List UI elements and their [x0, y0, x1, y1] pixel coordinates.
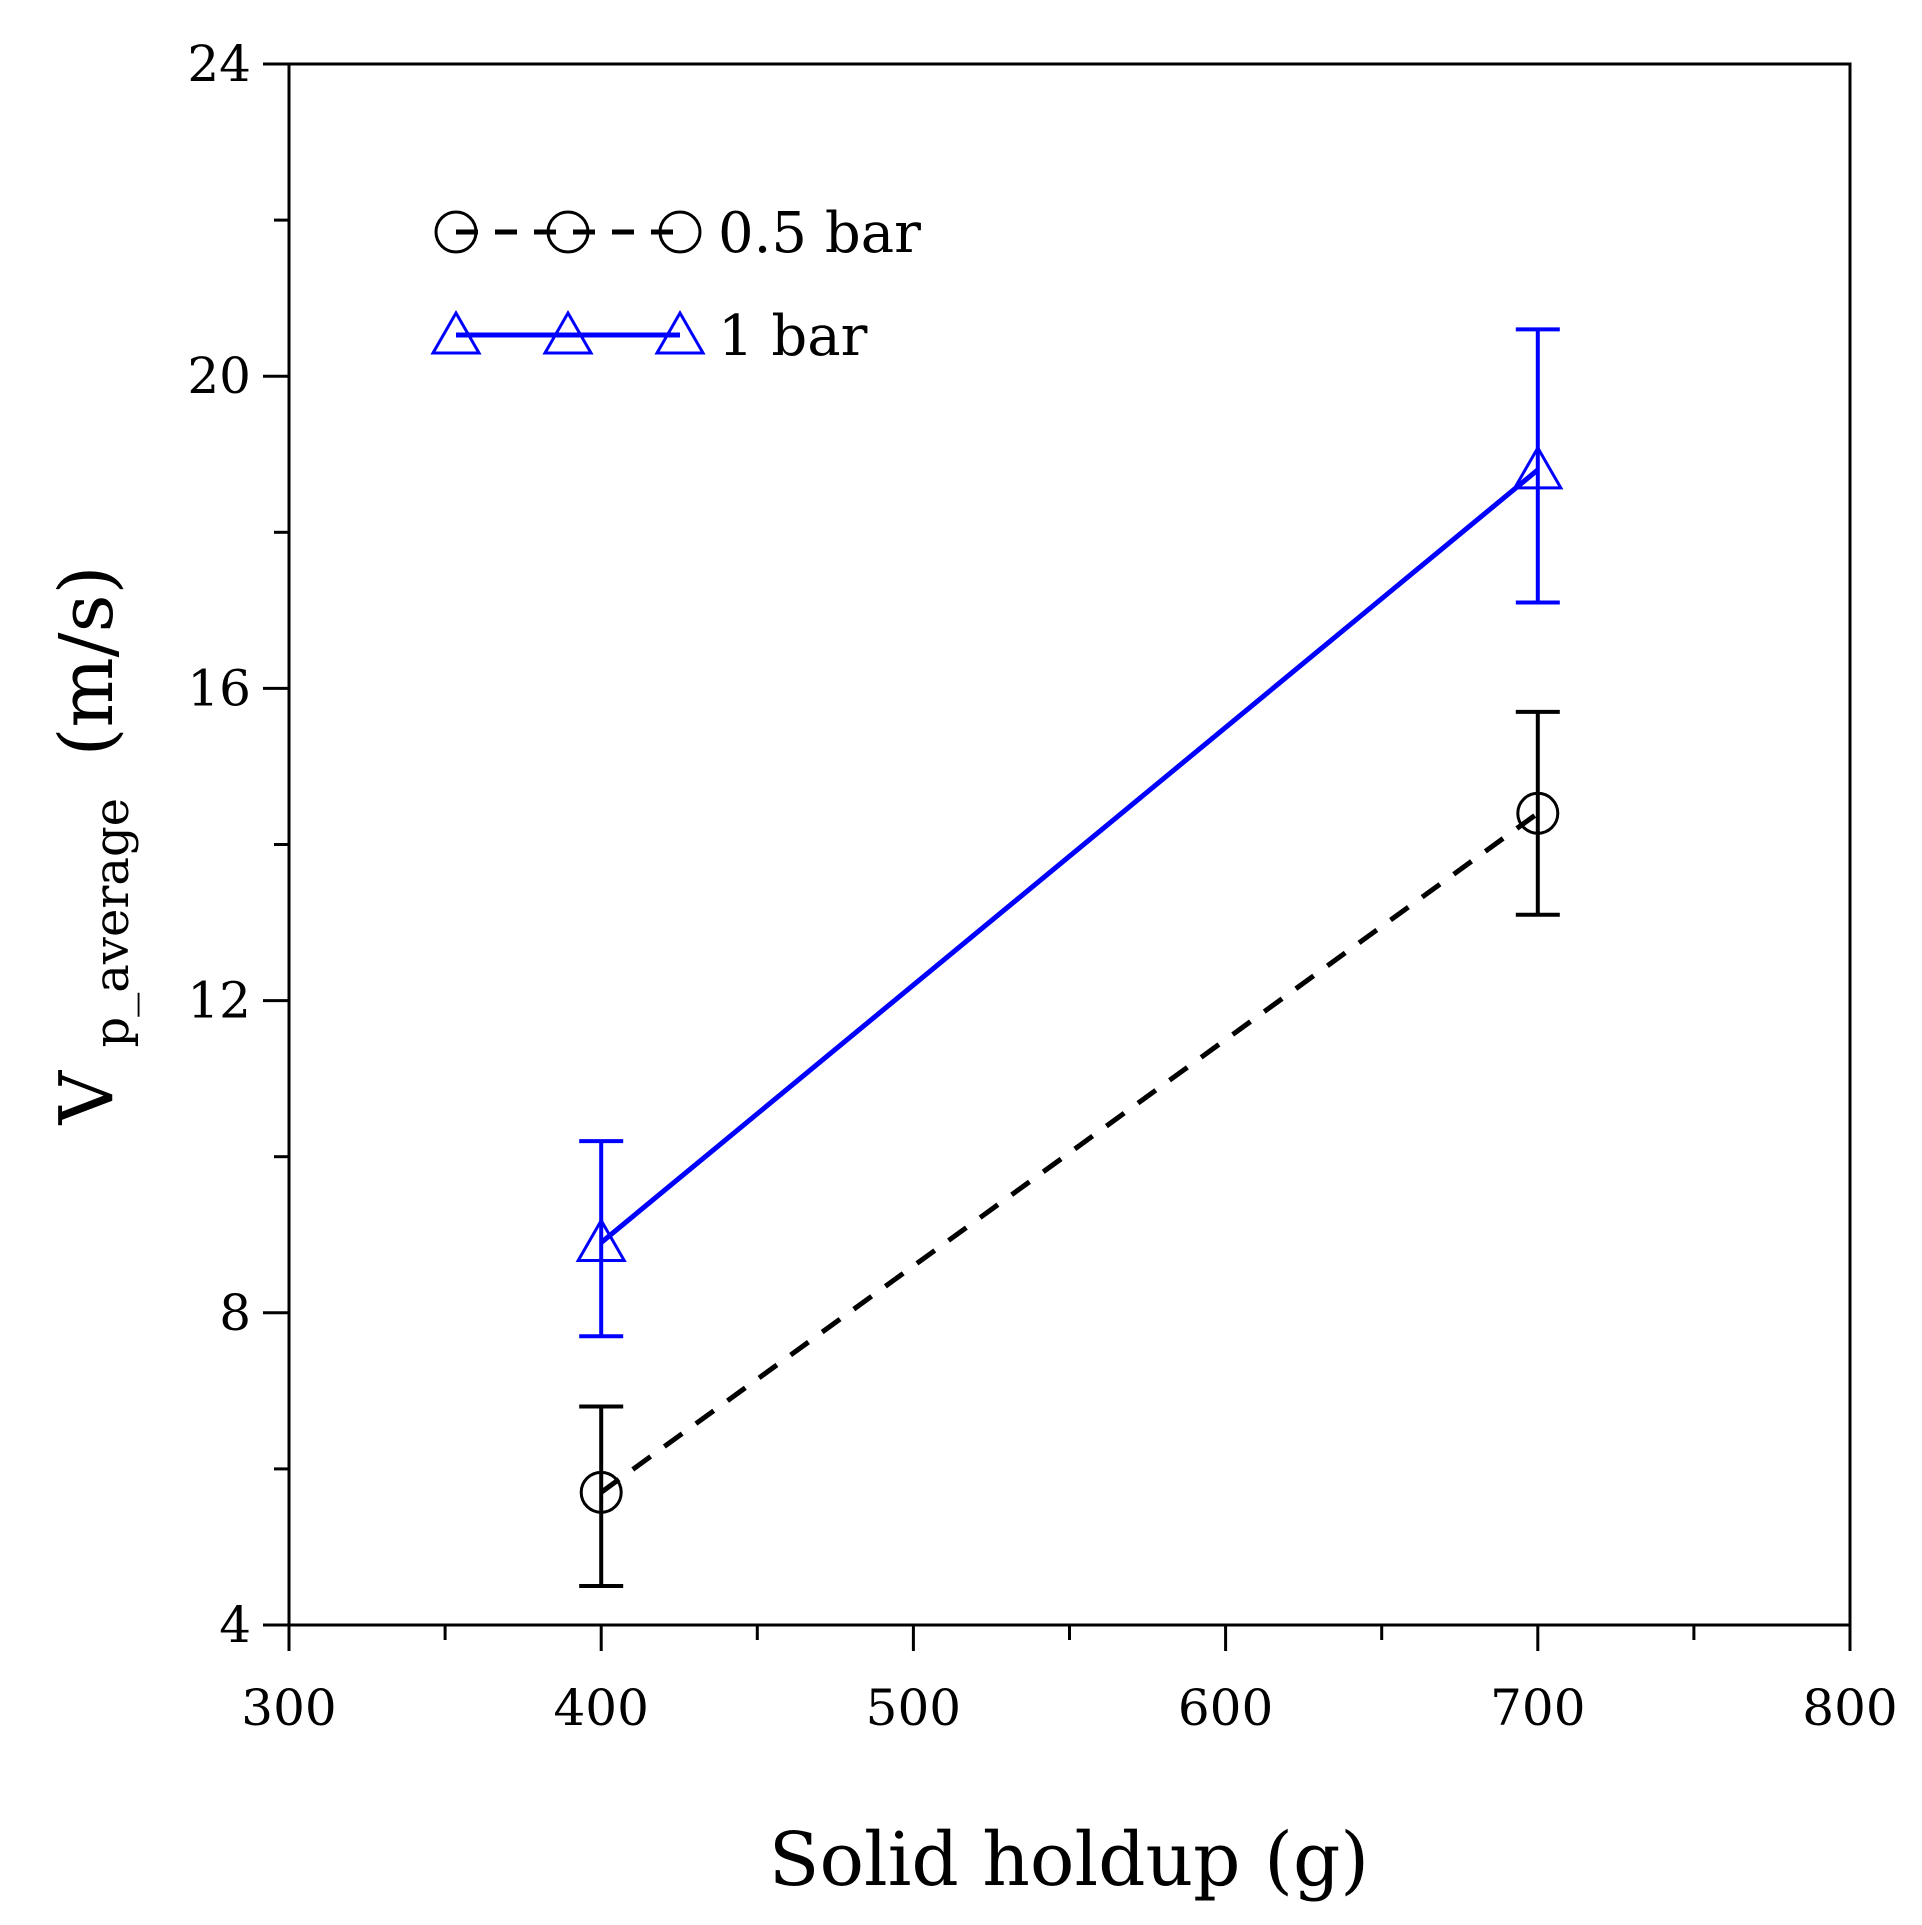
x-tick-label: 300	[241, 1679, 336, 1737]
x-tick-label: 600	[1178, 1679, 1273, 1737]
axis-ticks: 300 400 500 600 700 800 4 8 12 16 20 24	[187, 35, 1897, 1737]
legend-marker	[546, 210, 590, 254]
data-point	[1516, 791, 1560, 835]
legend: 0.5 bar 1 bar	[430, 201, 921, 369]
series-1-bar	[575, 327, 1564, 1339]
legend-label: 1 bar	[718, 304, 868, 369]
series-line	[599, 467, 1540, 1245]
legend-marker	[434, 210, 478, 254]
y-tick-label: 24	[187, 35, 251, 93]
legend-item-1-bar: 1 bar	[430, 304, 868, 369]
legend-marker	[658, 210, 702, 254]
legend-item-0.5-bar: 0.5 bar	[434, 201, 921, 266]
y-axis-title: V p_average (m/s)	[44, 566, 146, 1126]
data-point	[579, 1470, 623, 1514]
x-tick-label: 700	[1490, 1679, 1585, 1737]
y-axis-title-unit: (m/s)	[44, 566, 130, 757]
plot-frame	[287, 62, 1852, 1627]
y-axis-title-main: V	[44, 1069, 130, 1125]
y-tick-label: 12	[187, 972, 251, 1030]
y-tick-label: 4	[219, 1596, 251, 1654]
data-point	[575, 1217, 627, 1263]
legend-label: 0.5 bar	[718, 201, 921, 266]
data-point	[1512, 444, 1564, 490]
legend-marker	[654, 309, 706, 355]
legend-marker	[542, 309, 594, 355]
legend-marker	[430, 309, 482, 355]
x-tick-label: 400	[553, 1679, 648, 1737]
x-tick-label: 500	[866, 1679, 961, 1737]
series-line	[599, 811, 1540, 1495]
y-tick-label: 8	[219, 1284, 251, 1342]
series-layer	[575, 327, 1564, 1588]
y-axis-title-subscript: p_average	[84, 798, 140, 1048]
x-axis-title: Solid holdup (g)	[769, 1817, 1369, 1903]
y-tick-label: 20	[187, 347, 251, 405]
series-0.5-bar	[579, 709, 1560, 1588]
x-tick-label: 800	[1802, 1679, 1897, 1737]
y-tick-label: 16	[187, 659, 251, 717]
